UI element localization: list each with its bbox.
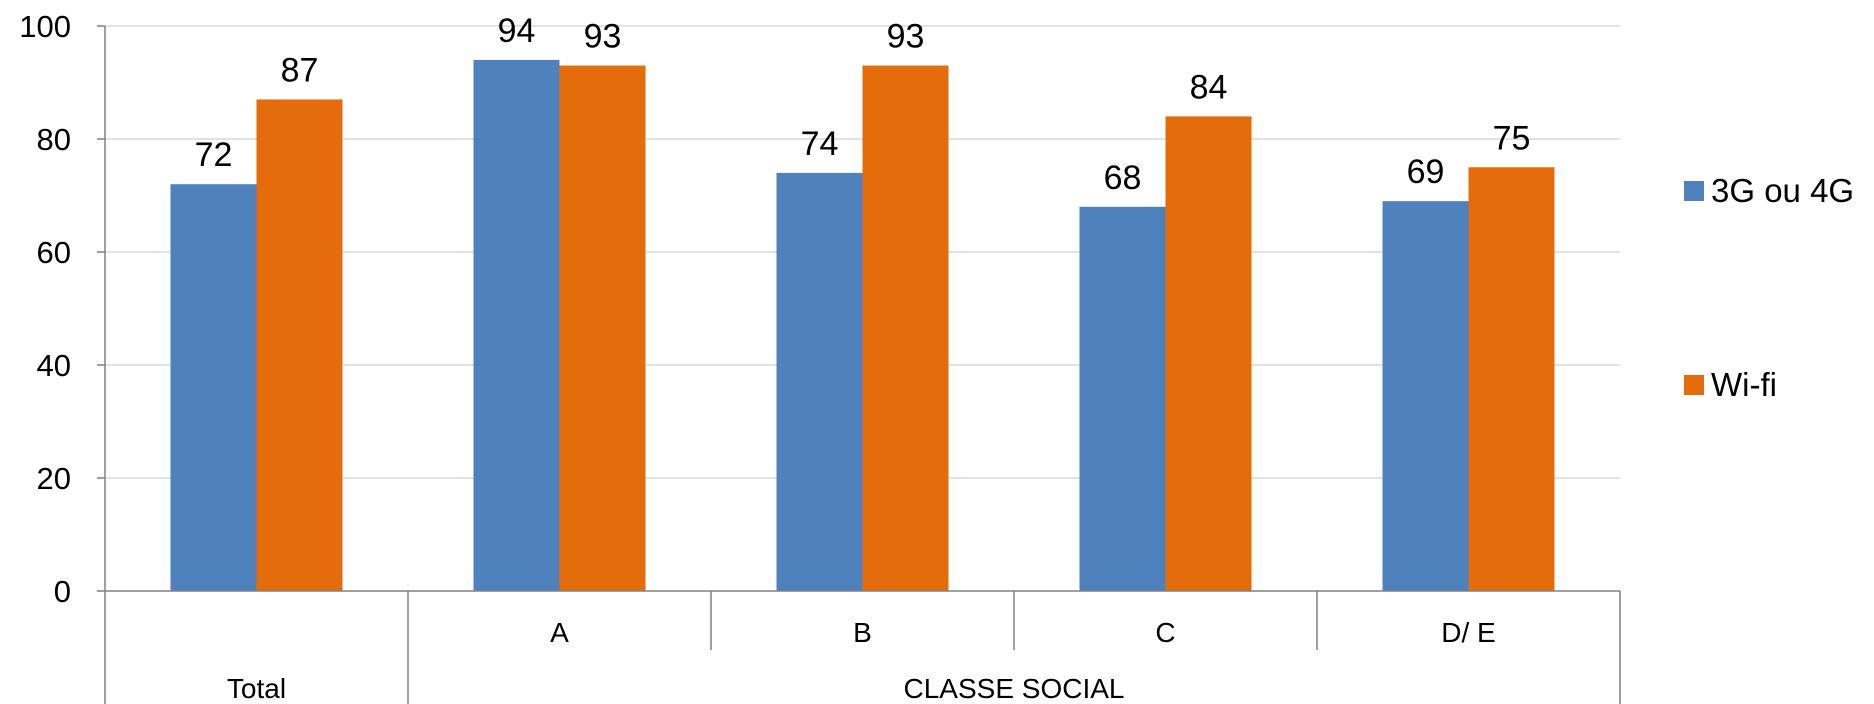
data-label: 94: [498, 12, 536, 50]
data-label: 69: [1407, 153, 1445, 191]
data-label: 93: [887, 18, 925, 56]
data-label: 75: [1493, 119, 1531, 157]
y-tick-label: 40: [37, 348, 71, 383]
bar: [862, 65, 949, 592]
y-tick-label: 80: [37, 122, 71, 157]
x-axis: A B C D/ E Total CLASSE SOCIAL: [104, 590, 1621, 704]
bar: [473, 59, 560, 591]
category-label: A: [550, 617, 569, 648]
data-label: 93: [584, 18, 622, 56]
data-label: 84: [1190, 68, 1228, 106]
bars: [170, 59, 1555, 592]
y-tick-label: 0: [54, 574, 71, 609]
group-label: Total: [227, 673, 286, 704]
bar: [559, 65, 646, 592]
category-label: D/ E: [1441, 617, 1495, 648]
legend-label: 3G ou 4G: [1711, 172, 1854, 209]
y-tick-label: 60: [37, 235, 71, 270]
bar: [1382, 201, 1469, 591]
category-label: C: [1155, 617, 1175, 648]
bar: [256, 99, 343, 591]
data-label: 74: [801, 125, 839, 163]
legend-swatch: [1684, 375, 1704, 395]
bar: [1165, 116, 1252, 592]
bar: [1468, 167, 1555, 591]
category-label: B: [853, 617, 872, 648]
data-label: 72: [195, 136, 233, 174]
bar: [170, 184, 257, 591]
legend-label: Wi-fi: [1711, 366, 1777, 403]
legend-swatch: [1684, 181, 1704, 201]
data-label: 68: [1104, 159, 1142, 197]
legend: 3G ou 4G Wi-fi: [1684, 172, 1854, 403]
group-label: CLASSE SOCIAL: [904, 673, 1125, 704]
bar: [1079, 206, 1166, 592]
y-tick-label: 100: [19, 9, 71, 44]
data-label: 87: [281, 51, 319, 89]
data-labels: 72 87 94 93 74 93 68 84 69 75: [195, 12, 1531, 197]
bar: [776, 172, 863, 591]
y-tick-label: 20: [37, 461, 71, 496]
y-axis: 0 20 40 60 80 100: [19, 9, 106, 609]
